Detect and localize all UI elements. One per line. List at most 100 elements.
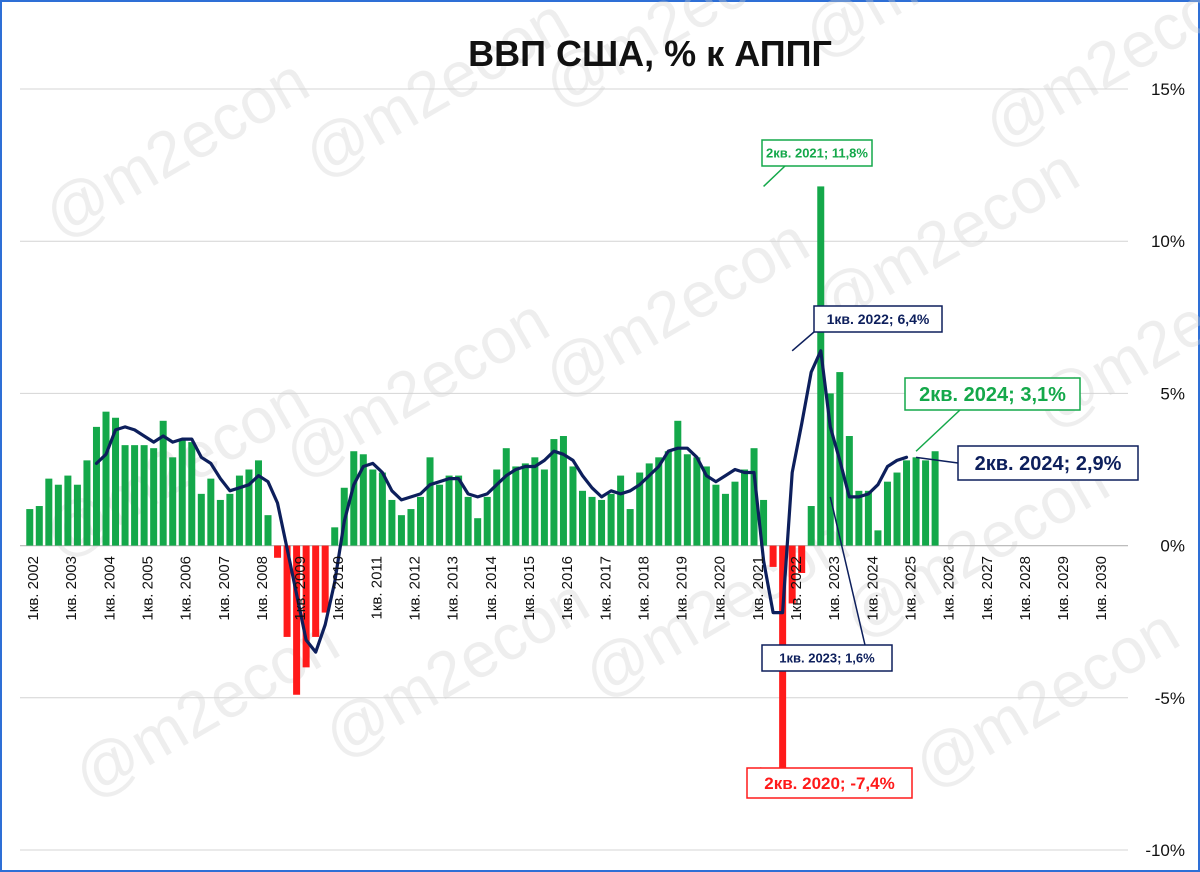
bar: [931, 451, 939, 546]
bar: [169, 457, 177, 546]
annotation-connector: [791, 331, 815, 352]
bar: [312, 545, 320, 637]
watermark-text: @m2econ: [271, 283, 560, 492]
bar: [426, 457, 434, 546]
bar: [416, 496, 424, 546]
x-tick-label: 1кв. 2003: [63, 556, 80, 621]
line-series: [94, 349, 909, 654]
bar: [207, 478, 215, 546]
x-tick-label: 1кв. 2010: [330, 556, 347, 621]
x-tick-label: 1кв. 2013: [445, 556, 462, 621]
bar: [493, 469, 501, 546]
bar: [512, 466, 520, 546]
bar: [216, 499, 224, 546]
bar: [883, 481, 891, 546]
bar: [531, 457, 539, 546]
x-tick-label: 1кв. 2027: [979, 556, 996, 621]
x-tick-label: 1кв. 2019: [674, 556, 691, 621]
bar: [912, 457, 920, 546]
bar: [655, 457, 663, 546]
bar: [112, 417, 120, 546]
annotation-connector: [829, 496, 866, 646]
annotation-box: [746, 767, 913, 799]
bar: [121, 445, 129, 546]
bar: [436, 484, 444, 546]
annotation-connector: [915, 456, 959, 464]
bar: [188, 442, 196, 546]
bar: [293, 545, 301, 695]
bar: [254, 460, 262, 546]
bar: [378, 472, 386, 546]
x-tick-label: 1кв. 2005: [139, 556, 156, 621]
x-tick-label: 1кв. 2028: [1017, 556, 1034, 621]
annotation-connector: [763, 165, 786, 187]
annotation-label: 2кв. 2024; 3,1%: [919, 384, 1066, 406]
bar: [569, 466, 577, 546]
bar: [235, 475, 243, 546]
bar: [388, 499, 396, 546]
annotation-box: [761, 644, 893, 672]
bar: [178, 439, 186, 546]
bar: [617, 475, 625, 546]
bar: [683, 454, 691, 546]
bar: [826, 393, 834, 546]
bar: [798, 545, 806, 573]
bar: [817, 186, 825, 546]
x-tick-label: 1кв. 2021: [750, 556, 767, 621]
bar: [54, 484, 62, 546]
annotation-box: [904, 377, 1081, 411]
bar: [321, 545, 329, 613]
bar: [750, 448, 758, 546]
bar: [407, 509, 415, 546]
bar: [140, 445, 148, 546]
x-tick-label: 1кв. 2006: [178, 556, 195, 621]
y-tick-label: -10%: [1145, 841, 1185, 860]
bar: [73, 484, 81, 546]
bar: [760, 499, 768, 546]
watermark-text: @m2econ: [531, 203, 820, 412]
watermark-text: @m2econ: [291, 0, 580, 192]
bar: [674, 420, 682, 546]
bar: [474, 518, 482, 546]
annotation-label: 1кв. 2023; 1,6%: [779, 651, 875, 666]
x-tick-label: 1кв. 2009: [292, 556, 309, 621]
bar: [83, 460, 91, 546]
x-tick-label: 1кв. 2023: [826, 556, 843, 621]
bar: [264, 515, 272, 546]
bar: [455, 475, 463, 546]
bar: [903, 460, 911, 546]
bar: [521, 463, 529, 546]
bar: [45, 478, 53, 546]
y-tick-label: 15%: [1151, 80, 1185, 99]
bar: [922, 460, 930, 546]
y-tick-label: -5%: [1155, 689, 1185, 708]
x-tick-label: 1кв. 2007: [216, 556, 233, 621]
bar: [245, 469, 253, 546]
bar: [864, 490, 872, 546]
watermark-text: @m2econ: [31, 43, 320, 252]
bar: [579, 490, 587, 546]
x-tick-label: 1кв. 2029: [1055, 556, 1072, 621]
bar: [283, 545, 291, 637]
x-tick-label: 1кв. 2026: [941, 556, 958, 621]
bar: [741, 469, 749, 546]
bar: [607, 493, 615, 546]
annotation-connector: [915, 409, 961, 452]
bar: [445, 475, 453, 546]
bar: [598, 499, 606, 546]
bar: [483, 496, 491, 546]
bar: [559, 436, 567, 546]
bar: [197, 493, 205, 546]
bar: [731, 481, 739, 546]
annotation-box: [813, 305, 943, 333]
bar: [540, 469, 548, 546]
x-tick-label: 1кв. 2002: [25, 556, 42, 621]
annotation-label: 1кв. 2022; 6,4%: [827, 311, 930, 327]
annotation-label: 2кв. 2020; -7,4%: [764, 774, 894, 793]
x-tick-label: 1кв. 2004: [101, 556, 118, 621]
bar: [102, 411, 110, 546]
bar: [788, 545, 796, 604]
bar: [721, 493, 729, 546]
x-tick-label: 1кв. 2008: [254, 556, 271, 621]
